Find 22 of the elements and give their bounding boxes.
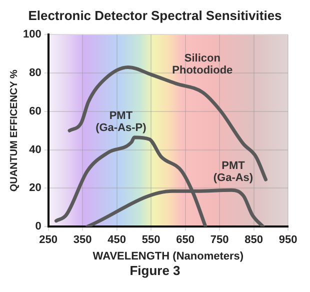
y-axis-title: QUANTUM EFFICENCY % [8, 69, 20, 192]
y-tick-label: 60 [29, 105, 42, 118]
y-tick-label: 100 [22, 28, 42, 41]
series-label: PMT (Ga-As-P) [96, 110, 147, 134]
line-series [68, 65, 268, 182]
chart-title: Electronic Detector Spectral Sensitivities [27, 8, 283, 25]
x-tick-label: 450 [108, 234, 126, 246]
series-label: PMT (Ga-As) [213, 160, 254, 184]
x-tick-label: 650 [176, 234, 194, 246]
x-tick-label: 950 [278, 234, 298, 246]
caption: Figure 3 [128, 263, 182, 278]
y-tick-label: 20 [29, 182, 42, 194]
x-tick-label: 550 [142, 234, 160, 246]
x-tick-label: 250 [39, 234, 58, 246]
y-tick-label: 80 [29, 67, 42, 80]
y-tick-label: 40 [29, 144, 42, 156]
series-label: Silicon Photodiode [172, 52, 233, 76]
x-axis-title: WAVELENGTH (Nanometers) [92, 250, 244, 262]
x-tick-label: 750 [210, 234, 229, 246]
x-tick-label: 850 [244, 234, 263, 246]
x-tick-label: 350 [73, 234, 92, 246]
y-tick-label: 0 [35, 220, 42, 233]
